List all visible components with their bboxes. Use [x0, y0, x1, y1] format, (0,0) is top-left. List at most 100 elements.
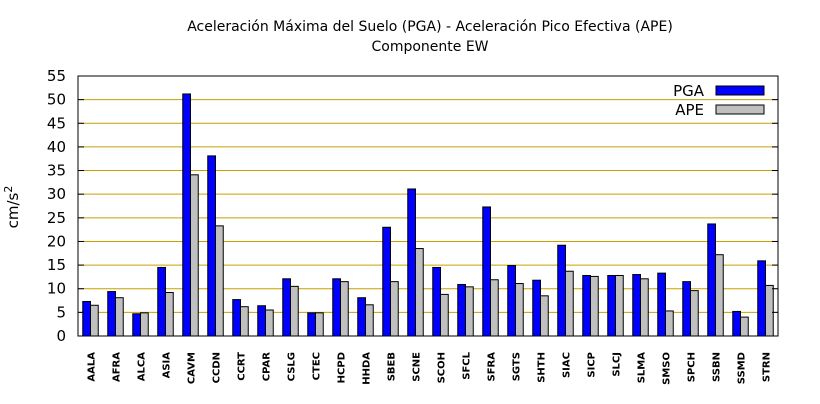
- x-tick-label: SSMD: [737, 352, 748, 384]
- bar-ape-ssbn: [715, 254, 724, 337]
- bar-pga-hcpd: [332, 278, 341, 337]
- y-tick-label: 35: [47, 162, 66, 180]
- x-tick-label: SFRA: [487, 352, 498, 382]
- bar-ape-afra: [115, 297, 124, 337]
- x-tick-label: SLCJ: [612, 352, 623, 377]
- bar-pga-shth: [532, 279, 541, 337]
- bar-pga-alca: [132, 313, 141, 337]
- chart-title: Aceleración Máxima del Suelo (PGA) - Ace…: [187, 19, 673, 35]
- bar-ape-smso: [665, 310, 674, 337]
- x-tick-label: HCPD: [337, 352, 348, 383]
- plot-frame: [77, 75, 779, 337]
- bar-ape-scne: [415, 248, 424, 337]
- y-tick-label: 50: [47, 91, 66, 109]
- bars: [82, 93, 774, 337]
- legend-label-pga: PGA: [673, 82, 705, 100]
- bar-pga-hhda: [357, 297, 366, 337]
- bar-ape-shth: [540, 295, 549, 337]
- bar-pga-ssbn: [707, 223, 716, 337]
- bar-ape-slma: [640, 278, 649, 337]
- bar-ape-slcj: [615, 274, 624, 337]
- x-tick-label: AFRA: [112, 352, 123, 382]
- y-tick-label: 20: [47, 232, 66, 250]
- bar-ape-sbeb: [390, 281, 399, 337]
- bar-ape-hhda: [365, 304, 374, 337]
- x-tick-label: CPAR: [262, 352, 273, 381]
- x-tick-label: SSBN: [712, 352, 723, 382]
- bar-ape-alca: [140, 312, 149, 337]
- bar-pga-ssmd: [732, 310, 741, 337]
- legend-swatch-ape: [715, 104, 765, 115]
- legend-label-ape: APE: [675, 101, 704, 119]
- x-tick-label: SMSO: [662, 352, 673, 385]
- bar-ape-aala: [90, 304, 99, 337]
- x-tick-label: HHDA: [362, 352, 373, 385]
- bar-pga-sfcl: [457, 283, 466, 337]
- y-tick-label: 0: [56, 327, 66, 345]
- y-tick-label: 10: [47, 280, 66, 298]
- legend-swatch-pga: [715, 85, 765, 96]
- bar-pga-ccrt: [232, 299, 241, 337]
- bar-pga-ccdn: [207, 155, 216, 337]
- y-axis-label-exponent: 2: [2, 186, 15, 193]
- bar-pga-cpar: [257, 305, 266, 337]
- y-tick-label: 45: [47, 114, 66, 132]
- bar-pga-afra: [107, 291, 116, 337]
- x-tick-label: SPCH: [687, 352, 698, 382]
- bar-pga-strn: [757, 260, 766, 337]
- bar-ape-cpar: [265, 309, 274, 337]
- x-tick-label: SHTH: [537, 352, 548, 383]
- x-tick-label: SICP: [587, 352, 598, 378]
- bar-ape-siac: [565, 270, 574, 337]
- bar-ape-ctec: [315, 312, 324, 337]
- bar-pga-scne: [407, 188, 416, 337]
- x-tick-label: CSLG: [287, 352, 298, 381]
- x-tick-label: ALCA: [137, 352, 148, 381]
- bar-ape-cavm: [190, 174, 199, 337]
- x-tick-label: SCNE: [412, 352, 423, 382]
- y-axis-ticks: 0 5 10 15 20 25 30 35 40 45 50 55: [47, 67, 778, 345]
- y-axis-label: cm/s2: [2, 186, 22, 229]
- bar-ape-sfra: [490, 279, 499, 337]
- x-tick-label: CCDN: [212, 352, 223, 383]
- bar-ape-strn: [765, 284, 774, 337]
- bar-pga-cslg: [282, 278, 291, 337]
- y-tick-label: 55: [47, 67, 66, 85]
- x-tick-label: ASIA: [162, 352, 173, 379]
- bar-pga-ctec: [307, 312, 316, 337]
- bar-ape-cslg: [290, 285, 299, 337]
- y-tick-label: 25: [47, 209, 66, 227]
- x-tick-label: SFCL: [462, 351, 473, 379]
- bar-pga-smso: [657, 272, 666, 337]
- bar-ape-sfcl: [465, 286, 474, 337]
- bar-ape-ccrt: [240, 306, 249, 337]
- bar-pga-siac: [557, 244, 566, 337]
- bar-ape-scoh: [440, 293, 449, 337]
- bar-ape-ssmd: [740, 316, 749, 337]
- y-tick-label: 5: [56, 303, 66, 321]
- bar-pga-cavm: [182, 93, 191, 337]
- bar-pga-slma: [632, 274, 641, 337]
- bar-ape-sgts: [515, 283, 524, 337]
- x-tick-label: SLMA: [637, 352, 648, 384]
- bar-ape-sicp: [590, 275, 599, 337]
- bar-pga-slcj: [607, 274, 616, 337]
- bar-pga-sbeb: [382, 226, 391, 337]
- x-tick-label: AALA: [87, 352, 98, 382]
- y-tick-label: 30: [47, 185, 66, 203]
- bar-pga-scoh: [432, 266, 441, 337]
- bar-pga-sicp: [582, 274, 591, 337]
- x-axis-ticks: AALA AFRA ALCA ASIA CAVM CCDN CCRT CPAR CSLG CTEC…: [87, 351, 773, 384]
- bar-ape-hcpd: [340, 281, 349, 337]
- bar-ape-spch: [690, 290, 699, 337]
- x-tick-label: SCOH: [437, 352, 448, 383]
- bar-pga-spch: [682, 281, 691, 337]
- y-tick-label: 15: [47, 256, 66, 274]
- chart-subtitle: Componente EW: [371, 39, 488, 55]
- x-tick-label: SGTS: [512, 352, 523, 381]
- y-axis-label-unit: cm/s: [4, 192, 22, 228]
- x-tick-label: STRN: [762, 352, 773, 382]
- bar-ape-asia: [165, 292, 174, 337]
